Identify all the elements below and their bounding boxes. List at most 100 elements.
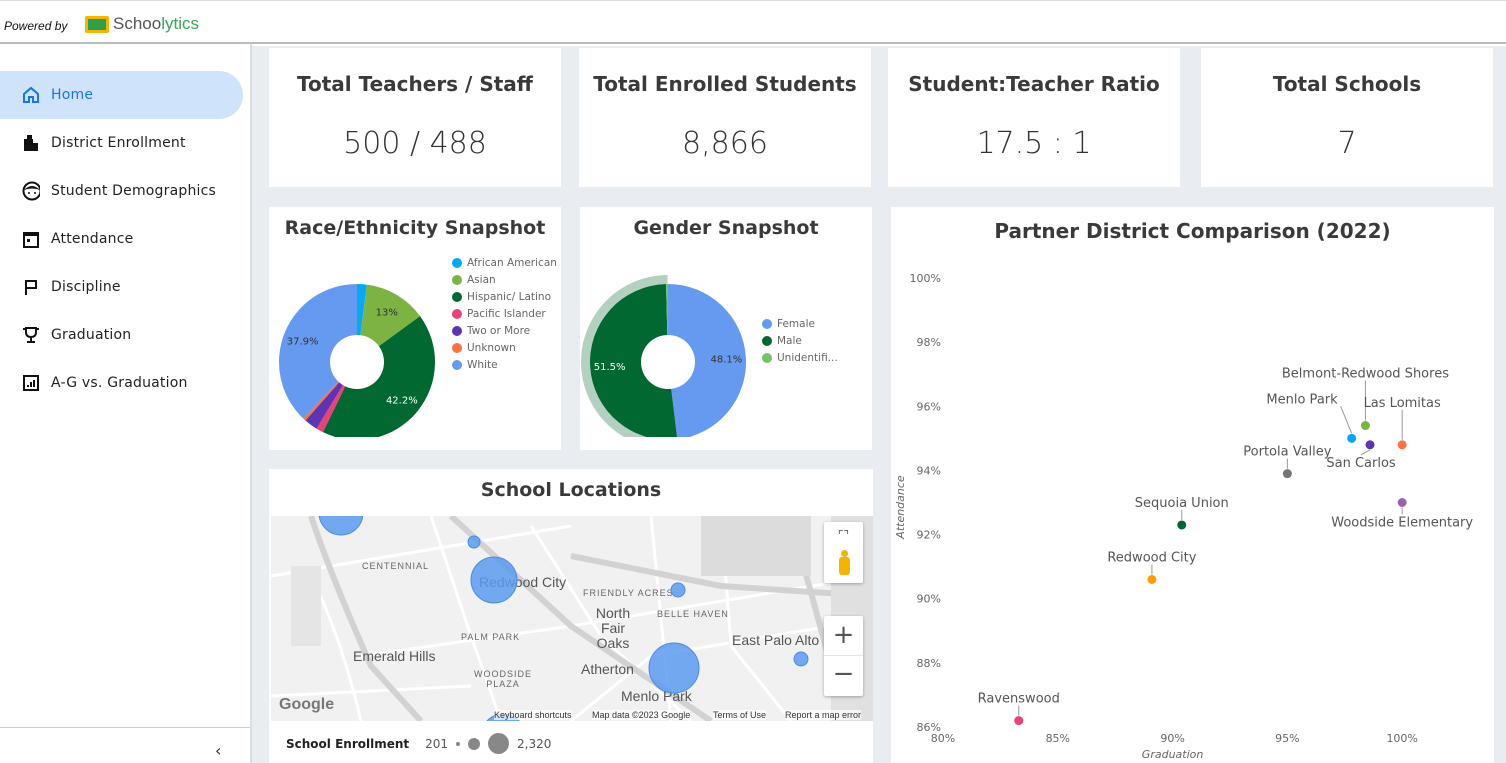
point-label: Belmont-Redwood Shores: [1282, 367, 1449, 382]
legend-label: White: [467, 359, 498, 371]
x-tick-label: 90%: [1160, 732, 1184, 745]
sidebar-item-label: District Enrollment: [51, 135, 186, 151]
map-data-label: Map data ©2023 Google: [592, 710, 691, 720]
legend-swatch: [452, 292, 462, 302]
sidebar-item-discipline[interactable]: Discipline: [0, 263, 243, 311]
legend-item[interactable]: Unidentifi...: [762, 352, 867, 365]
sidebar-item-home[interactable]: Home: [0, 71, 243, 119]
legend-swatch: [762, 319, 772, 329]
y-tick-label: 96%: [917, 400, 941, 413]
zoom-controls: + −: [824, 616, 863, 696]
data-point[interactable]: [1014, 716, 1024, 726]
school-marker[interactable]: [648, 642, 700, 694]
school-marker[interactable]: [318, 516, 364, 536]
sidebar-item-student-demographics[interactable]: Student Demographics: [0, 167, 243, 215]
data-point[interactable]: [1365, 440, 1375, 450]
pie-data-label: 42.2%: [386, 396, 418, 407]
collapse-sidebar-button[interactable]: ‹: [215, 741, 222, 760]
sidebar-item-attendance[interactable]: Attendance: [0, 215, 243, 263]
pie-slice[interactable]: [590, 284, 677, 437]
x-tick-label: 100%: [1386, 732, 1417, 745]
zoom-out-button[interactable]: −: [832, 659, 855, 689]
data-point[interactable]: [1147, 574, 1157, 584]
school-marker[interactable]: [470, 556, 518, 604]
point-label: Redwood City: [1107, 550, 1196, 565]
legend-label: Two or More: [467, 325, 531, 337]
school-map[interactable]: CENTENNIAL Redwood City FRIENDLY ACRES B…: [271, 516, 873, 721]
data-point[interactable]: [1397, 498, 1407, 507]
keyboard-shortcuts-link[interactable]: Keyboard shortcuts: [494, 710, 572, 720]
kpi-title: Total Teachers / Staff: [297, 72, 533, 96]
y-tick-label: 98%: [917, 336, 941, 349]
zoom-in-button[interactable]: +: [824, 616, 863, 656]
school-marker[interactable]: [467, 535, 481, 549]
pie-data-label: 48.1%: [711, 355, 743, 366]
data-point[interactable]: [1360, 421, 1370, 431]
school-marker[interactable]: [670, 582, 686, 598]
data-point[interactable]: [1347, 433, 1357, 443]
enrollment-legend: School Enrollment 201 2,320: [286, 733, 551, 754]
kpi-title: Student:Teacher Ratio: [908, 72, 1160, 96]
chart-title: Gender Snapshot: [633, 217, 819, 239]
legend-item[interactable]: Asian: [452, 274, 557, 287]
kpi-value: 7: [1337, 126, 1357, 161]
legend-swatch: [452, 326, 462, 336]
kpi-value: 8,866: [682, 126, 768, 161]
legend-swatch: [452, 275, 462, 285]
partner-district-card: Partner District Comparison (2022) 86% 88…: [891, 207, 1494, 763]
partner-scatter-chart: 86% 88% 90% 92% 94% 96% 98% 100% 80% 85% 90% 95% 100…: [894, 272, 1473, 761]
size-dot-medium: [468, 737, 481, 750]
data-point[interactable]: [1177, 520, 1187, 530]
data-point[interactable]: [1282, 469, 1292, 479]
label-leader: [1360, 449, 1371, 456]
sidebar-item-graduation[interactable]: Graduation: [0, 311, 243, 359]
y-axis-label: Attendance: [894, 475, 907, 540]
legend-min: 201: [425, 736, 449, 751]
school-locations-card: School Locations CENTENNIAL Redwood City…: [269, 469, 873, 763]
report-map-error-link[interactable]: Report a map error: [785, 710, 862, 720]
divider: [0, 727, 250, 728]
schoolytics-logo[interactable]: Schoolytics: [113, 14, 199, 34]
legend-item[interactable]: Two or More: [452, 325, 557, 338]
gender-card: Gender Snapshot 48.1% 51.5% Female Male Uni…: [580, 207, 872, 450]
pie-slice[interactable]: [668, 284, 746, 437]
sidebar-item-a-g-vs-graduation[interactable]: A-G vs. Graduation: [0, 359, 243, 407]
google-logo: Google: [279, 696, 335, 713]
legend-item[interactable]: White: [452, 359, 557, 372]
sidebar-item-district-enrollment[interactable]: District Enrollment: [0, 119, 243, 167]
size-dot-large: [488, 733, 510, 754]
map-label: Atherton: [581, 661, 634, 677]
sidebar-item-label: Graduation: [51, 327, 132, 343]
slice-highlight: [581, 275, 668, 437]
flag-icon: [22, 278, 40, 296]
legend-label: Unidentifi...: [777, 352, 838, 364]
kpi-card-ratio: Student:Teacher Ratio 17.5 : 1: [888, 48, 1180, 187]
legend-item[interactable]: Pacific Islander: [452, 308, 557, 321]
fullscreen-icon[interactable]: ⌜⌝: [837, 528, 850, 542]
kpi-title: Total Schools: [1272, 72, 1422, 96]
legend-item[interactable]: Female: [762, 318, 867, 331]
sidebar-item-label: Discipline: [51, 279, 121, 295]
legend-item[interactable]: African American: [452, 257, 557, 270]
legend-item[interactable]: Male: [762, 335, 867, 348]
kpi-title: Total Enrolled Students: [593, 72, 857, 96]
legend-label: Male: [777, 335, 802, 347]
street-view-pegman-icon[interactable]: [838, 550, 850, 576]
school-marker[interactable]: [793, 651, 809, 667]
terms-link[interactable]: Terms of Use: [713, 710, 767, 720]
home-icon: [22, 86, 40, 104]
calendar-icon: [22, 230, 40, 248]
data-point[interactable]: [1397, 440, 1407, 450]
pie-data-label: 37.9%: [287, 336, 319, 347]
y-tick-label: 86%: [917, 721, 941, 734]
legend-item[interactable]: Unknown: [452, 342, 557, 355]
race-ethnicity-card: Race/Ethnicity Snapshot 13% 42.2% 37.9% Af…: [269, 207, 561, 450]
legend-swatch: [452, 258, 462, 268]
pie-slice[interactable]: [279, 284, 357, 419]
point-label: Portola Valley: [1243, 445, 1332, 460]
legend-swatch: [452, 309, 462, 319]
map-label: FRIENDLY ACRES: [583, 588, 674, 598]
point-label: Sequoia Union: [1135, 496, 1229, 511]
legend-item[interactable]: Hispanic/ Latino: [452, 291, 557, 304]
kpi-value: 17.5 : 1: [976, 126, 1092, 161]
